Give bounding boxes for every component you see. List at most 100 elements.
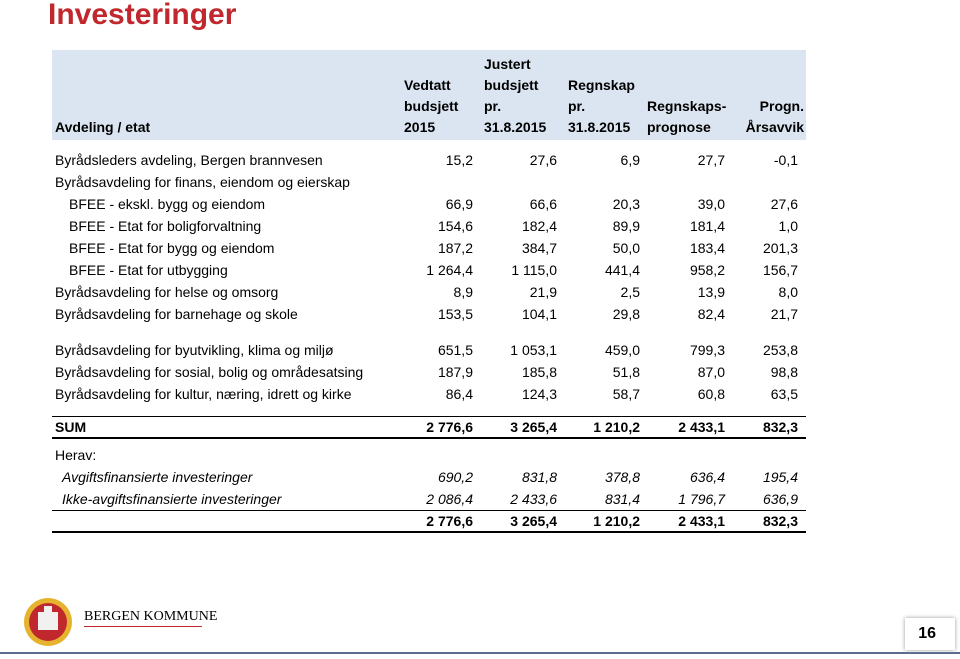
cell: 124,3 [521, 386, 557, 402]
header-cell: pr. [568, 98, 586, 114]
logo-text: BERGEN KOMMUNE [84, 609, 218, 624]
row-label: Byrådsavdeling for helse og omsorg [55, 284, 279, 300]
row-label: Byrådsavdeling for finans, eiendom og ei… [55, 174, 350, 190]
row-label: Herav: [55, 447, 97, 463]
cell: 104,1 [521, 306, 557, 322]
cell: 187,2 [437, 240, 473, 256]
cell: 185,8 [521, 364, 557, 380]
header-cell: Regnskaps- [647, 98, 727, 114]
cell: 27,7 [697, 152, 725, 168]
cell: 87,0 [697, 364, 725, 380]
row-label: BFEE - ekskl. bygg og eiendom [69, 196, 266, 212]
cell: 86,4 [445, 386, 473, 402]
header-cell: prognose [647, 119, 711, 135]
cell: 831,8 [521, 469, 557, 485]
header-cell: Justert [484, 56, 531, 72]
cell: 636,4 [689, 469, 725, 485]
cell: 58,7 [612, 386, 640, 402]
cell: 1 210,2 [593, 419, 640, 435]
row-label: SUM [55, 419, 87, 435]
cell: 1 053,1 [510, 342, 557, 358]
rule [52, 531, 806, 533]
cell: 20,3 [612, 196, 640, 212]
cell: 253,8 [762, 342, 798, 358]
header-cell: budsjett [404, 98, 459, 114]
header-cell: Vedtatt [404, 77, 451, 93]
cell: 21,9 [529, 284, 557, 300]
rule [52, 510, 806, 511]
cell: -0,1 [773, 152, 798, 168]
header-cell: 31.8.2015 [484, 119, 547, 135]
row-label: Avgiftsfinansierte investeringer [62, 469, 253, 485]
cell: 8,9 [453, 284, 473, 300]
cell: 651,5 [437, 342, 473, 358]
cell: 154,6 [437, 218, 473, 234]
cell: 2 776,6 [426, 419, 473, 435]
cell: 89,9 [612, 218, 640, 234]
cell: 832,3 [762, 419, 798, 435]
header-cell: Progn. [759, 98, 804, 114]
header-cell: Avdeling / etat [55, 119, 151, 135]
header-cell: Regnskap [568, 77, 635, 93]
logo [24, 598, 72, 646]
cell: 201,3 [762, 240, 798, 256]
title: Investeringer [48, 0, 237, 31]
header-cell: budsjett [484, 77, 539, 93]
cell: 15,2 [445, 152, 473, 168]
cell: 636,9 [762, 491, 798, 507]
cell: 50,0 [612, 240, 640, 256]
row-label: BFEE - Etat for utbygging [69, 262, 228, 278]
footer-line [0, 652, 960, 654]
cell: 690,2 [437, 469, 473, 485]
cell: 441,4 [604, 262, 640, 278]
cell: 195,4 [762, 469, 798, 485]
cell: 181,4 [689, 218, 725, 234]
cell: 39,0 [697, 196, 725, 212]
cell: 63,5 [770, 386, 798, 402]
cell: 831,4 [604, 491, 640, 507]
cell: 3 265,4 [510, 513, 557, 529]
row-label: BFEE - Etat for bygg og eiendom [69, 240, 275, 256]
cell: 1 210,2 [593, 513, 640, 529]
header-cell: 31.8.2015 [568, 119, 631, 135]
cell: 2,5 [620, 284, 640, 300]
cell: 2 433,1 [678, 419, 725, 435]
cell: 3 265,4 [510, 419, 557, 435]
header-bg [52, 50, 806, 140]
cell: 958,2 [689, 262, 725, 278]
cell: 832,3 [762, 513, 798, 529]
cell: 1 115,0 [511, 262, 557, 278]
rule [52, 437, 806, 439]
cell: 153,5 [437, 306, 473, 322]
cell: 1,0 [778, 218, 798, 234]
cell: 156,7 [762, 262, 798, 278]
header-cell: Årsavvik [745, 119, 804, 135]
cell: 378,8 [604, 469, 640, 485]
cell: 6,9 [620, 152, 640, 168]
cell: 66,6 [529, 196, 557, 212]
cell: 1 264,4 [426, 262, 473, 278]
cell: 51,8 [612, 364, 640, 380]
cell: 187,9 [437, 364, 473, 380]
cell: 21,7 [770, 306, 798, 322]
row-label: Ikke-avgiftsfinansierte investeringer [62, 491, 282, 507]
cell: 29,8 [612, 306, 640, 322]
cell: 2 776,6 [426, 513, 473, 529]
cell: 60,8 [697, 386, 725, 402]
row-label: Byrådsleders avdeling, Bergen brannvesen [55, 152, 323, 168]
header-cell: pr. [484, 98, 502, 114]
cell: 182,4 [521, 218, 557, 234]
cell: 82,4 [697, 306, 725, 322]
cell: 27,6 [529, 152, 557, 168]
cell: 1 796,7 [678, 491, 725, 507]
cell: 98,8 [770, 364, 798, 380]
row-label: Byrådsavdeling for byutvikling, klima og… [55, 342, 334, 358]
row-label: BFEE - Etat for boligforvaltning [69, 218, 262, 234]
page-number: 16 [918, 625, 936, 642]
row-label: Byrådsavdeling for sosial, bolig og områ… [55, 364, 364, 380]
cell: 183,4 [689, 240, 725, 256]
cell: 384,7 [521, 240, 557, 256]
row-label: Byrådsavdeling for kultur, næring, idret… [55, 386, 352, 402]
cell: 799,3 [689, 342, 725, 358]
